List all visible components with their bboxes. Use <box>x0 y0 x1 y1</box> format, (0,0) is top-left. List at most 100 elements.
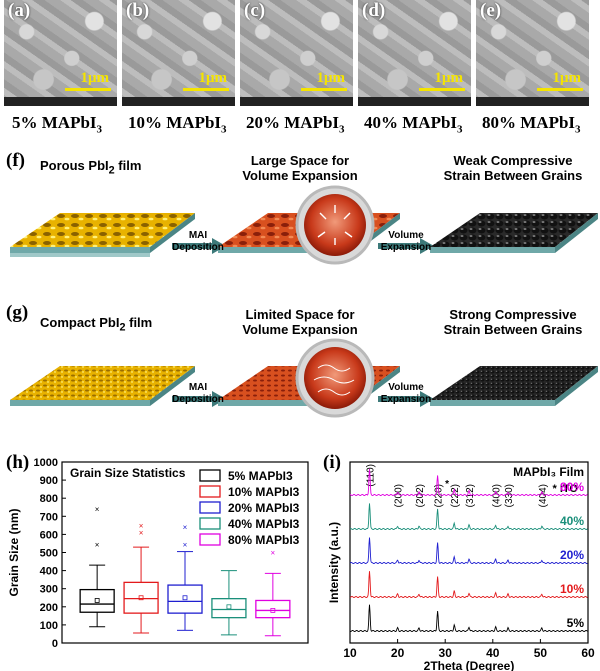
legend-swatch <box>199 469 221 482</box>
sem-label-b: 10% MAPbI3 <box>128 113 227 136</box>
panel-letter-f: (f) <box>6 150 25 171</box>
scale-bar-label: 1μm <box>552 70 582 86</box>
sem-image-b: (b) 1μm <box>122 0 235 106</box>
mapbi3-final-film <box>430 213 598 253</box>
mean-marker <box>270 608 276 613</box>
sem-image-a: (a) 1μm <box>4 0 117 106</box>
legend-swatch <box>199 533 221 546</box>
xrd-chart: (i) 10 20 30 40 50 60 2Theta (Degree) Intensity … <box>323 452 595 671</box>
y-tick-label: 200 <box>40 602 58 614</box>
sem-label-d: 40% MAPbI3 <box>364 113 463 136</box>
mean-marker <box>182 595 188 601</box>
sem-info-bar <box>122 97 235 106</box>
sem-info-bar <box>476 97 589 106</box>
film-title-g: Compact PbI2 film <box>40 315 153 334</box>
scale-bar-label: 1μm <box>80 70 110 86</box>
scale-bar-label: 1μm <box>316 70 346 86</box>
y-tick-label: 1000 <box>34 457 58 469</box>
x-tick-label: 40 <box>486 646 500 660</box>
sem-image-d: (d) 1μm <box>358 0 471 106</box>
box <box>211 598 247 619</box>
box <box>79 588 115 613</box>
right-title-f: Weak Compressive Strain Between Grains <box>443 153 583 183</box>
y-tick-label: 700 <box>40 511 58 523</box>
y-tick-label: 400 <box>40 566 58 578</box>
outlier-point: × <box>139 521 144 530</box>
zoom-bubble <box>295 338 375 418</box>
peak-label: (330) <box>504 484 515 507</box>
xrd-trace <box>349 604 588 633</box>
peak-label: (222) <box>450 484 461 507</box>
y-tick-label: 500 <box>40 548 58 560</box>
sem-info-bar <box>4 97 117 106</box>
ito-label: * ITO <box>553 483 579 495</box>
legend-label: 80% MAPbI3 <box>228 533 300 547</box>
legend-swatch <box>199 517 221 530</box>
panel-letter: (a) <box>8 0 31 21</box>
xrd-trace <box>349 468 588 497</box>
mid-title-g: Limited Space for Volume Expansion <box>242 307 358 337</box>
outlier-point: × <box>183 523 188 532</box>
panel-letter-g: (g) <box>6 302 29 323</box>
sem-label-c: 20% MAPbI3 <box>246 113 345 136</box>
x-tick-label: 30 <box>439 646 453 660</box>
x-tick-label: 60 <box>581 646 595 660</box>
panel-letter: (c) <box>244 0 266 21</box>
scale-bar <box>537 88 583 91</box>
panel-letter: (d) <box>362 0 386 21</box>
scale-bar <box>301 88 347 91</box>
legend-label: 20% MAPbI3 <box>228 501 300 515</box>
arrow-label-g1: MAI Deposition <box>172 382 224 405</box>
legend-swatch <box>199 501 221 514</box>
peak-label: (220) <box>434 484 445 507</box>
outlier-point: × <box>271 549 276 558</box>
sem-image-e: (e) 1μm <box>476 0 589 106</box>
film-title-f: Porous PbI2 film <box>40 158 142 177</box>
mai-deposition-arrow <box>172 391 226 407</box>
peak-label: (400) <box>492 484 503 507</box>
x-tick-label: 50 <box>534 646 548 660</box>
xrd-trace <box>349 571 588 599</box>
zoom-bubble <box>295 185 375 265</box>
outlier-point: × <box>139 529 144 538</box>
arrow-label-g2: Volume Expansion <box>380 382 432 405</box>
sem-image-c: (c) 1μm <box>240 0 353 106</box>
mean-marker <box>138 595 144 601</box>
legend-label: 10% MAPbI3 <box>228 485 300 499</box>
arrow-label-f2: Volume Expansion <box>380 230 432 253</box>
y-tick-label: 0 <box>52 638 58 650</box>
y-tick-label: 800 <box>40 493 58 505</box>
sem-label-e: 80% MAPbI3 <box>482 113 581 136</box>
y-tick-label: 100 <box>40 620 58 632</box>
porous-pbi2-film <box>10 213 195 257</box>
mean-marker <box>94 598 100 603</box>
trace-label: 10% <box>560 582 584 596</box>
ito-marker: * <box>445 479 449 490</box>
trace-label: 5% <box>567 616 585 630</box>
x-tick-label: 20 <box>391 646 405 660</box>
scale-bar <box>419 88 465 91</box>
peak-label: (404) <box>538 484 549 507</box>
legend-swatch <box>199 485 221 498</box>
box <box>123 581 159 614</box>
legend-title: MAPbI₃ Film <box>513 465 584 479</box>
sem-info-bar <box>358 97 471 106</box>
scale-bar <box>65 88 111 91</box>
chart-title: Grain Size Statistics <box>70 466 186 480</box>
volume-expansion-arrow <box>378 391 434 407</box>
peak-label: (110) <box>366 464 377 487</box>
volume-expansion-arrow <box>378 238 434 254</box>
peak-label: (200) <box>394 484 405 507</box>
panel-letter: (e) <box>480 0 502 21</box>
y-tick-label: 300 <box>40 584 58 596</box>
box <box>167 584 203 614</box>
outlier-point: × <box>95 540 100 549</box>
y-tick-label: 600 <box>40 529 58 541</box>
legend-label: 40% MAPbI3 <box>228 517 300 531</box>
mai-deposition-arrow <box>172 238 226 254</box>
plot-frame <box>349 461 589 644</box>
panel-letter: (b) <box>126 0 150 21</box>
box-chart: (h) 0 100 200 300 400 500 600 700 800 900 1000 Grain… <box>6 452 309 650</box>
sem-info-bar <box>240 97 353 106</box>
arrow-label-f1: MAI Deposition <box>172 230 224 253</box>
